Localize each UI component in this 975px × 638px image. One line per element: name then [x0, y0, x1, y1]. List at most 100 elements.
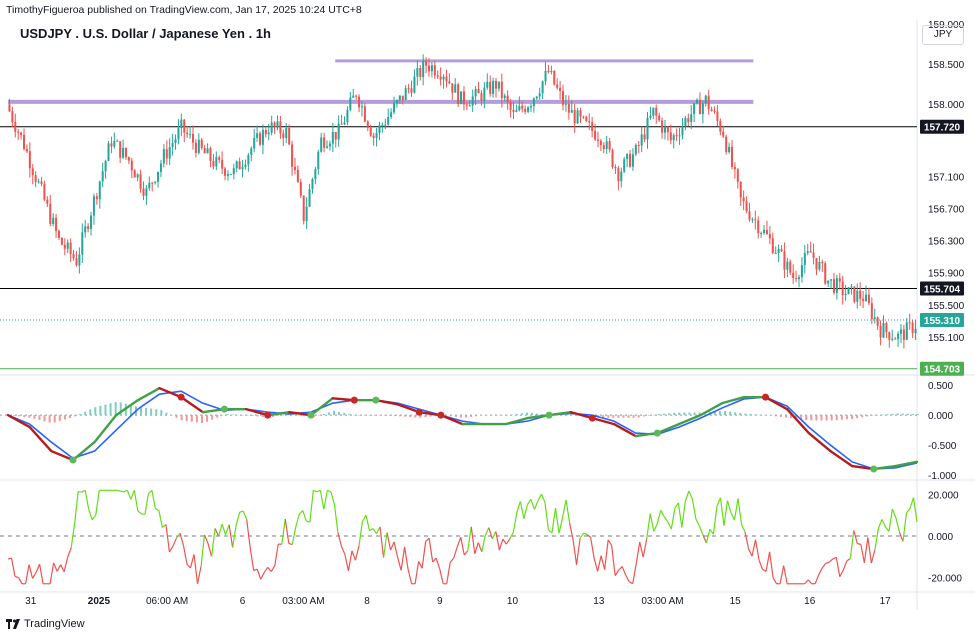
oscillator-segment — [242, 510, 248, 520]
candle-body — [899, 329, 902, 334]
candle-body — [194, 142, 197, 153]
oscillator-segment — [126, 490, 132, 500]
oscillator-segment — [249, 547, 255, 571]
macd-histogram-bar — [175, 415, 178, 418]
macd-histogram-bar — [658, 413, 661, 416]
macd-histogram-bar — [368, 415, 371, 416]
oscillator-segment — [228, 524, 234, 548]
candle-body — [483, 87, 486, 101]
oscillator-segment — [24, 564, 30, 584]
candle-body — [690, 114, 693, 123]
time-tick-6: 6 — [240, 596, 246, 607]
time-tick-0300AM: 03:00 AM — [641, 596, 683, 607]
macd-tick-0.500: 0.500 — [928, 381, 953, 392]
macd-histogram-bar — [906, 413, 909, 416]
oscillator-segment — [491, 531, 497, 540]
macd-histogram-bar — [18, 415, 21, 417]
candle-body — [157, 171, 160, 182]
macd-histogram-bar — [363, 415, 366, 416]
macd-histogram-bar — [414, 415, 417, 418]
oscillator-segment — [63, 556, 69, 572]
oscillator-segment — [484, 527, 490, 536]
macd-histogram-bar — [33, 415, 36, 419]
candle-body — [684, 118, 687, 126]
candle-body — [867, 294, 870, 304]
oscillator-segment — [737, 498, 743, 525]
candle-body — [387, 116, 390, 125]
oscillator-segment — [575, 538, 581, 565]
macd-histogram-bar — [637, 415, 640, 418]
oscillator-segment — [123, 489, 128, 493]
oscillator-segment — [116, 489, 121, 492]
macd-signal-segment — [93, 413, 118, 444]
macd-histogram-bar — [129, 405, 132, 416]
macd-histogram-bar — [876, 414, 879, 416]
macd-histogram-bar — [652, 414, 655, 416]
macd-histogram-bar — [378, 415, 381, 416]
candle-body — [500, 81, 503, 99]
candle-body — [404, 88, 407, 101]
time-tick-8: 8 — [364, 596, 370, 607]
oscillator-segment — [365, 515, 371, 531]
macd-histogram-bar — [206, 415, 209, 422]
macd-cross-down-dot — [264, 411, 272, 419]
macd-histogram-bar — [871, 415, 874, 416]
macd-histogram-bar — [784, 415, 787, 418]
candle-body — [838, 278, 841, 282]
macd-cross-down-dot — [762, 393, 769, 401]
macd-histogram-bar — [246, 415, 249, 416]
macd-histogram-bar — [79, 413, 82, 416]
macd-signal-segment — [136, 386, 161, 402]
price-label-box — [920, 313, 964, 328]
candle-body — [445, 76, 448, 82]
oscillator-segment — [439, 568, 444, 584]
oscillator-segment — [263, 566, 269, 573]
macd-histogram-bar — [94, 407, 97, 416]
candle-body — [844, 294, 847, 296]
oscillator-segment — [639, 541, 644, 558]
candle-body — [757, 220, 760, 234]
oscillator-segment — [354, 545, 360, 561]
oscillator-segment — [765, 551, 771, 572]
oscillator-segment — [196, 566, 202, 584]
macd-tick-0.000: 0.000 — [928, 411, 953, 422]
macd-cross-down-dot — [350, 396, 358, 404]
macd-histogram-bar — [231, 414, 234, 416]
price-label-157.720: 157.720 — [924, 123, 961, 134]
oscillator-segment — [604, 539, 609, 570]
candle-body — [60, 237, 63, 245]
time-tick-17: 17 — [880, 596, 892, 607]
oscillator-segment — [751, 539, 757, 557]
candle-body — [378, 125, 381, 134]
macd-histogram-bar — [317, 415, 320, 416]
candle-body — [564, 103, 567, 105]
candle-body — [177, 127, 180, 140]
oscillator-segment — [56, 564, 62, 572]
candle-body — [162, 149, 165, 164]
macd-tick--1.000: -1.000 — [928, 471, 957, 482]
oscillator-segment — [495, 531, 500, 551]
candle-body — [719, 120, 722, 132]
currency-selector-button[interactable]: JPY — [922, 25, 964, 45]
macd-histogram-bar — [845, 415, 848, 420]
candle-body — [687, 118, 690, 123]
oscillator-segment — [67, 547, 72, 558]
oscillator-segment — [18, 577, 23, 585]
oscillator-segment — [863, 537, 869, 563]
oscillator-segment — [853, 530, 858, 544]
candle-body — [110, 143, 113, 147]
macd-cross-up-dot — [653, 429, 661, 437]
macd-histogram-bar — [886, 414, 889, 416]
candle-body — [247, 155, 250, 165]
macd-cross-down-dot — [415, 408, 423, 416]
oscillator-segment — [53, 562, 58, 572]
macd-histogram-bar — [216, 415, 219, 418]
oscillator-segment — [344, 554, 350, 572]
oscillator-segment — [663, 516, 669, 523]
candle-body — [84, 226, 87, 233]
candle-body — [101, 171, 104, 182]
oscillator-segment — [35, 563, 41, 573]
oscillator-segment — [726, 500, 732, 513]
oscillator-segment — [372, 528, 378, 535]
oscillator-segment — [28, 564, 34, 579]
